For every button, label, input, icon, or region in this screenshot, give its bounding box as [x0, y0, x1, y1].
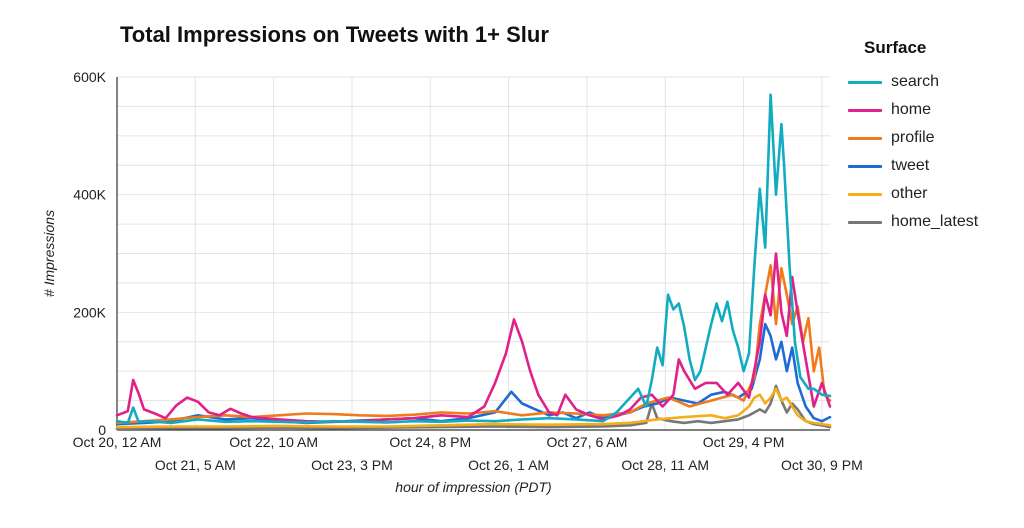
legend-item-other: other	[848, 180, 978, 208]
legend-swatch	[848, 136, 882, 140]
chart-title: Total Impressions on Tweets with 1+ Slur	[120, 22, 549, 47]
y-tick-label: 600K	[73, 69, 106, 85]
legend-swatch	[848, 220, 882, 224]
legend-label: home_latest	[891, 213, 979, 230]
x-tick-label: Oct 26, 1 AM	[468, 457, 549, 473]
legend-item-tweet: tweet	[848, 152, 978, 180]
legend-swatch	[848, 80, 882, 84]
legend-item-home: home	[848, 96, 978, 124]
series-line-home	[115, 252, 832, 424]
legend: Surface search home profile tweet other home_…	[848, 38, 978, 236]
series-line-home-latest	[115, 384, 832, 431]
x-tick-label: Oct 27, 6 AM	[546, 434, 627, 450]
legend-item-profile: profile	[848, 124, 978, 152]
legend-item-search: search	[848, 68, 978, 96]
legend-swatch	[848, 108, 882, 112]
legend-label: tweet	[891, 157, 930, 174]
legend-label: other	[891, 185, 928, 202]
legend-swatch	[848, 192, 882, 196]
series-line-profile	[115, 264, 832, 425]
series-line-search	[115, 93, 832, 425]
legend-item-home-latest: home_latest	[848, 208, 978, 236]
x-tick-label: Oct 21, 5 AM	[155, 457, 236, 473]
x-tick-label: Oct 24, 8 PM	[389, 434, 471, 450]
y-tick-label: 0	[98, 422, 106, 438]
legend-label: search	[891, 73, 940, 90]
series-line-tweet	[115, 322, 832, 426]
legend-label: profile	[891, 129, 935, 146]
legend-swatch	[848, 164, 882, 168]
legend-label: home	[891, 101, 932, 118]
legend-items: search home profile tweet other home_latest	[848, 68, 978, 236]
x-tick-label: Oct 30, 9 PM	[781, 457, 863, 473]
y-axis-label: # Impressions	[41, 210, 57, 297]
x-tick-label: Oct 28, 11 AM	[621, 457, 709, 473]
x-tick-label: Oct 23, 3 PM	[311, 457, 393, 473]
series-line-other	[115, 387, 832, 429]
y-tick-label: 200K	[73, 304, 106, 320]
legend-title: Surface	[864, 38, 927, 57]
y-tick-label: 400K	[73, 187, 106, 203]
x-axis-label: hour of impression (PDT)	[395, 479, 551, 495]
x-tick-label: Oct 20, 12 AM	[73, 434, 162, 450]
x-tick-label: Oct 29, 4 PM	[703, 434, 785, 450]
x-tick-label: Oct 22, 10 AM	[229, 434, 318, 450]
